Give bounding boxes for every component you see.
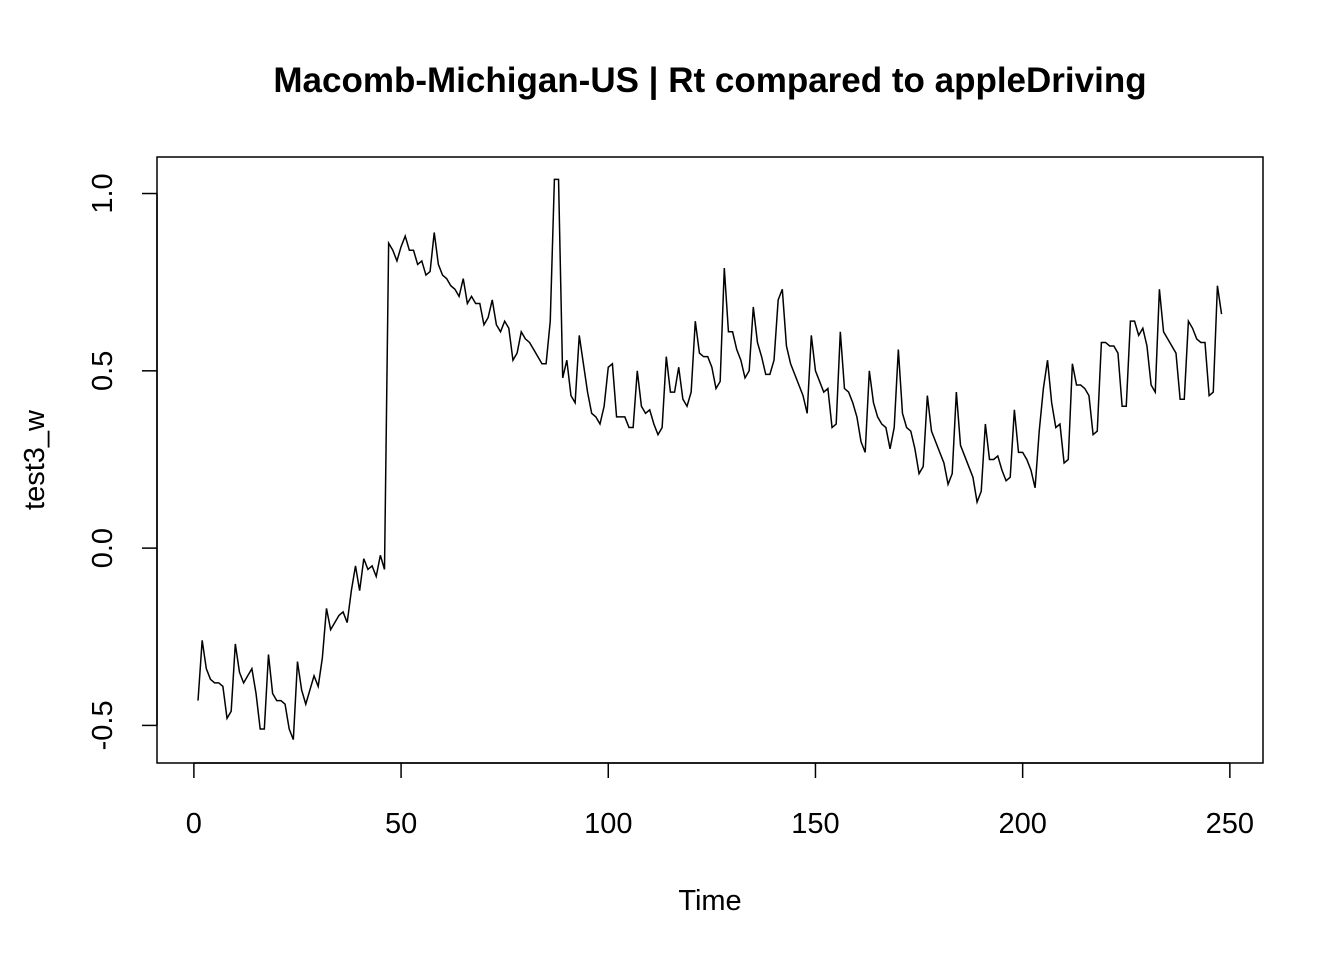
x-tick-label: 50 bbox=[385, 808, 417, 840]
x-tick-label: 250 bbox=[1206, 808, 1254, 840]
x-tick-label: 0 bbox=[186, 808, 202, 840]
plot-frame bbox=[156, 156, 1264, 764]
x-tick-label: 150 bbox=[791, 808, 839, 840]
chart-title: Macomb-Michigan-US | Rt compared to appl… bbox=[273, 61, 1146, 100]
y-tick-label: 0.5 bbox=[87, 351, 119, 391]
data-line bbox=[197, 178, 1223, 740]
x-axis-label: Time bbox=[678, 885, 741, 917]
x-tick-label: 100 bbox=[584, 808, 632, 840]
y-tick-label: -0.5 bbox=[87, 700, 119, 750]
y-tick-label: 1.0 bbox=[87, 173, 119, 213]
y-tick-label: 0.0 bbox=[87, 528, 119, 568]
y-axis-label: test3_w bbox=[19, 409, 51, 510]
x-tick-label: 200 bbox=[998, 808, 1046, 840]
